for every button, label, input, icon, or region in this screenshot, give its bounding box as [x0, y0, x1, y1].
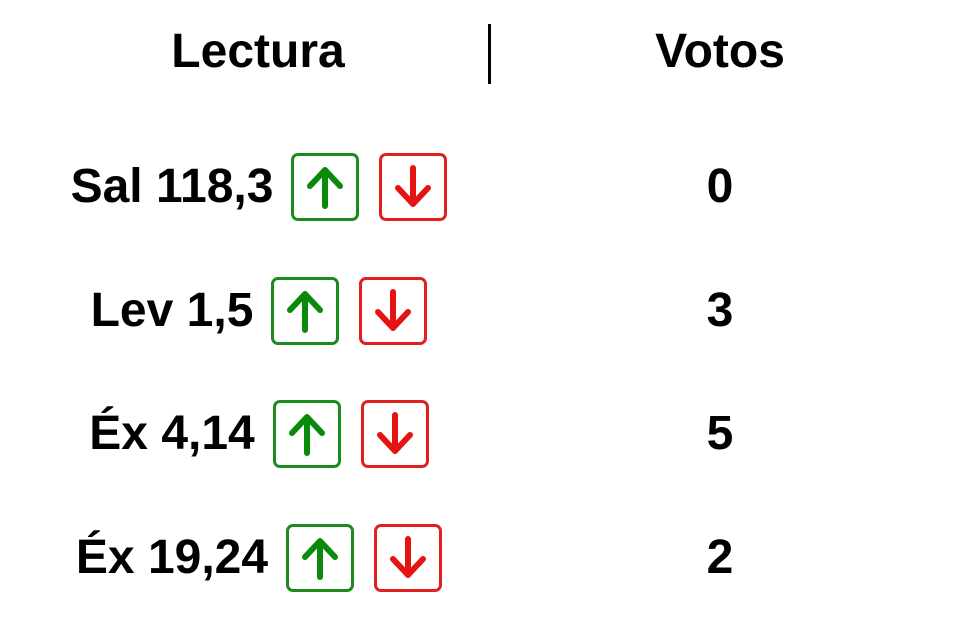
arrow-down-icon: [393, 164, 433, 210]
downvote-button[interactable]: [379, 153, 447, 221]
reading-cell: Éx 19,24: [0, 521, 518, 595]
arrow-down-icon: [375, 411, 415, 457]
reading-row: Éx 4,14 5: [0, 397, 976, 521]
reading-label: Éx 19,24: [76, 521, 268, 595]
arrow-up-icon: [300, 535, 340, 581]
reading-label: Éx 4,14: [89, 397, 254, 471]
reading-row: Sal 118,3 0: [0, 150, 976, 274]
arrow-down-icon: [388, 535, 428, 581]
vote-count: 2: [570, 521, 870, 595]
upvote-button[interactable]: [286, 524, 354, 592]
vote-count: 0: [570, 150, 870, 224]
downvote-button[interactable]: [374, 524, 442, 592]
reading-cell: Sal 118,3: [0, 150, 518, 224]
reading-row: Lev 1,5 3: [0, 274, 976, 398]
arrow-up-icon: [305, 164, 345, 210]
vote-count: 5: [570, 397, 870, 471]
vote-count: 3: [570, 274, 870, 348]
reading-column-header: Lectura: [110, 22, 406, 82]
reading-cell: Éx 4,14: [0, 397, 518, 471]
arrow-down-icon: [373, 288, 413, 334]
upvote-button[interactable]: [271, 277, 339, 345]
arrow-up-icon: [287, 411, 327, 457]
votes-column-header: Votos: [570, 22, 870, 82]
reading-row: Éx 19,24 2: [0, 521, 976, 644]
header-divider: [488, 24, 491, 84]
reading-label: Sal 118,3: [71, 150, 274, 224]
reading-cell: Lev 1,5: [0, 274, 518, 348]
upvote-button[interactable]: [291, 153, 359, 221]
arrow-up-icon: [285, 288, 325, 334]
table-header: Lectura Votos: [0, 22, 976, 84]
reading-label: Lev 1,5: [91, 274, 254, 348]
upvote-button[interactable]: [273, 400, 341, 468]
downvote-button[interactable]: [359, 277, 427, 345]
downvote-button[interactable]: [361, 400, 429, 468]
readings-list: Sal 118,3 0 Lev 1,5: [0, 150, 976, 644]
